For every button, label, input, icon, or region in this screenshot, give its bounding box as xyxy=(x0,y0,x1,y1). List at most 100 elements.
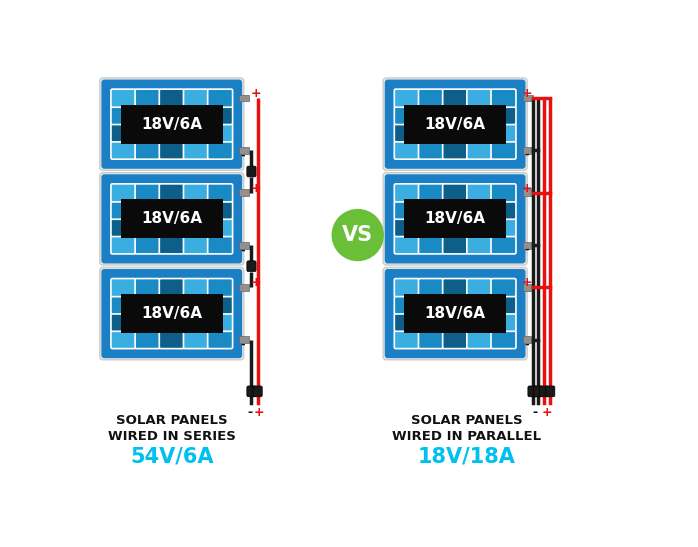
FancyBboxPatch shape xyxy=(207,107,232,125)
Bar xyxy=(523,242,533,248)
FancyBboxPatch shape xyxy=(100,78,244,170)
FancyBboxPatch shape xyxy=(159,296,184,314)
FancyBboxPatch shape xyxy=(491,107,516,125)
FancyBboxPatch shape xyxy=(467,236,492,254)
FancyBboxPatch shape xyxy=(467,313,492,331)
FancyBboxPatch shape xyxy=(546,386,555,397)
FancyBboxPatch shape xyxy=(443,184,468,202)
FancyBboxPatch shape xyxy=(491,141,516,159)
FancyBboxPatch shape xyxy=(443,141,468,159)
FancyBboxPatch shape xyxy=(443,236,468,254)
FancyBboxPatch shape xyxy=(184,278,209,296)
FancyBboxPatch shape xyxy=(100,173,244,265)
FancyBboxPatch shape xyxy=(528,386,537,397)
FancyBboxPatch shape xyxy=(184,313,209,331)
Bar xyxy=(239,242,249,248)
FancyBboxPatch shape xyxy=(135,278,160,296)
FancyBboxPatch shape xyxy=(207,141,232,159)
FancyBboxPatch shape xyxy=(467,218,492,237)
FancyBboxPatch shape xyxy=(419,141,443,159)
Text: -: - xyxy=(525,150,530,160)
FancyBboxPatch shape xyxy=(540,386,549,397)
Text: +: + xyxy=(522,87,533,100)
FancyBboxPatch shape xyxy=(111,236,136,254)
FancyBboxPatch shape xyxy=(207,236,232,254)
Bar xyxy=(523,336,533,343)
Bar xyxy=(239,189,249,196)
FancyBboxPatch shape xyxy=(491,313,516,331)
FancyBboxPatch shape xyxy=(394,313,419,331)
FancyBboxPatch shape xyxy=(491,89,516,107)
FancyBboxPatch shape xyxy=(111,141,136,159)
Text: +: + xyxy=(251,276,261,289)
FancyBboxPatch shape xyxy=(383,173,527,265)
Text: +: + xyxy=(254,406,265,419)
Bar xyxy=(239,284,249,291)
FancyBboxPatch shape xyxy=(247,166,256,177)
Text: -: - xyxy=(533,406,537,419)
Text: +: + xyxy=(542,406,552,419)
Circle shape xyxy=(332,209,384,261)
FancyBboxPatch shape xyxy=(111,330,136,348)
Text: 18V/6A: 18V/6A xyxy=(141,117,202,132)
FancyBboxPatch shape xyxy=(135,124,160,142)
Text: 18V/6A: 18V/6A xyxy=(424,117,486,132)
Bar xyxy=(121,105,223,143)
FancyBboxPatch shape xyxy=(467,278,492,296)
Text: +: + xyxy=(522,276,533,289)
FancyBboxPatch shape xyxy=(394,218,419,237)
FancyBboxPatch shape xyxy=(491,124,516,142)
FancyBboxPatch shape xyxy=(533,386,542,397)
FancyBboxPatch shape xyxy=(159,313,184,331)
FancyBboxPatch shape xyxy=(443,218,468,237)
FancyBboxPatch shape xyxy=(443,313,468,331)
FancyBboxPatch shape xyxy=(419,89,443,107)
Text: -: - xyxy=(247,406,253,419)
FancyBboxPatch shape xyxy=(394,141,419,159)
FancyBboxPatch shape xyxy=(111,201,136,219)
FancyBboxPatch shape xyxy=(491,201,516,219)
FancyBboxPatch shape xyxy=(184,218,209,237)
FancyBboxPatch shape xyxy=(102,80,242,168)
FancyBboxPatch shape xyxy=(111,184,136,202)
Text: +: + xyxy=(251,182,261,195)
Text: 54V/6A: 54V/6A xyxy=(130,447,214,467)
FancyBboxPatch shape xyxy=(394,89,419,107)
Bar xyxy=(523,147,533,154)
FancyBboxPatch shape xyxy=(135,89,160,107)
FancyBboxPatch shape xyxy=(385,80,525,168)
FancyBboxPatch shape xyxy=(419,313,443,331)
FancyBboxPatch shape xyxy=(383,78,527,170)
FancyBboxPatch shape xyxy=(159,218,184,237)
FancyBboxPatch shape xyxy=(247,261,256,272)
Text: -: - xyxy=(241,151,245,161)
FancyBboxPatch shape xyxy=(443,296,468,314)
FancyBboxPatch shape xyxy=(207,124,232,142)
FancyBboxPatch shape xyxy=(491,184,516,202)
Bar xyxy=(121,200,223,238)
FancyBboxPatch shape xyxy=(491,218,516,237)
FancyBboxPatch shape xyxy=(443,201,468,219)
FancyBboxPatch shape xyxy=(135,330,160,348)
FancyBboxPatch shape xyxy=(111,89,136,107)
Text: SOLAR PANELS
WIRED IN SERIES: SOLAR PANELS WIRED IN SERIES xyxy=(107,414,236,443)
Bar xyxy=(239,95,249,101)
FancyBboxPatch shape xyxy=(443,89,468,107)
Bar xyxy=(523,189,533,196)
Text: 18V/6A: 18V/6A xyxy=(141,306,202,321)
FancyBboxPatch shape xyxy=(159,184,184,202)
FancyBboxPatch shape xyxy=(467,330,492,348)
FancyBboxPatch shape xyxy=(111,107,136,125)
FancyBboxPatch shape xyxy=(253,386,262,397)
Bar xyxy=(121,294,223,333)
FancyBboxPatch shape xyxy=(419,124,443,142)
FancyBboxPatch shape xyxy=(100,267,244,360)
FancyBboxPatch shape xyxy=(491,236,516,254)
FancyBboxPatch shape xyxy=(207,218,232,237)
FancyBboxPatch shape xyxy=(159,278,184,296)
Text: SOLAR PANELS
WIRED IN PARALLEL: SOLAR PANELS WIRED IN PARALLEL xyxy=(392,414,541,443)
FancyBboxPatch shape xyxy=(467,107,492,125)
FancyBboxPatch shape xyxy=(443,124,468,142)
FancyBboxPatch shape xyxy=(207,89,232,107)
Bar xyxy=(404,105,506,143)
